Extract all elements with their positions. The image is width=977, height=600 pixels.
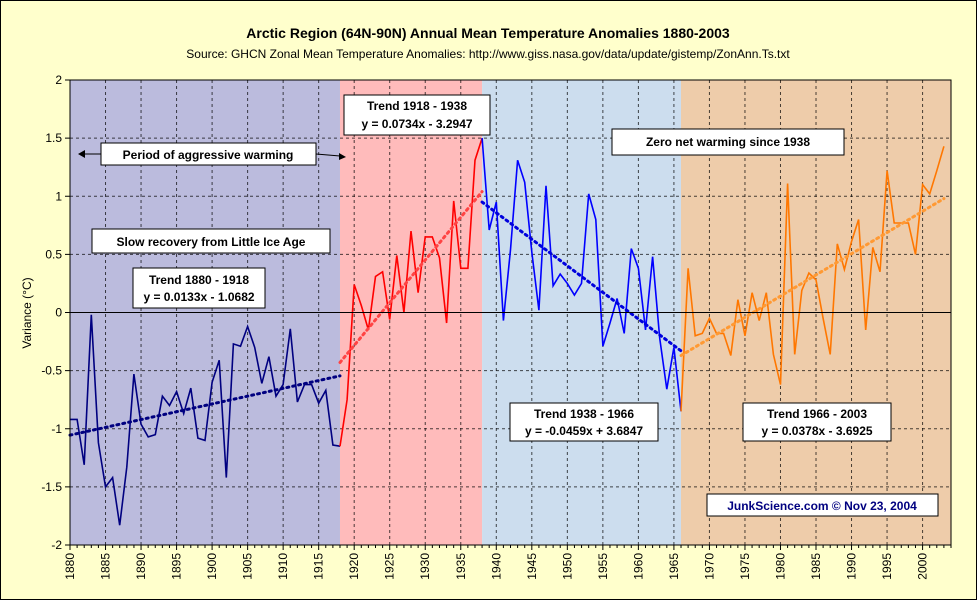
trend-line-1918-1938 [338,190,484,364]
x-tick-label: 1980 [773,553,787,580]
x-tick-label: 1880 [63,553,77,580]
x-tick-label: 1900 [205,553,219,580]
trend1-equation: y = 0.0133x - 1.0682 [143,290,254,304]
annotations: Slow recovery from Little Ice Age Trend … [78,94,939,517]
x-tick-label: 1885 [99,553,113,580]
y-axis-label: Variance (°C) [20,277,34,348]
x-tick-label: 1940 [489,553,503,580]
trend-line-1938-1966 [480,200,683,353]
x-tick-label: 1910 [276,553,290,580]
series-line-1880-1918 [70,314,341,526]
x-tick-label: 1975 [738,553,752,580]
annotation-trend-1966-2003: Trend 1966 - 2003 y = 0.0378x - 3.6925 [742,402,892,442]
series-line-1938-1966 [481,138,682,412]
x-tick-label: 1950 [560,553,574,580]
y-tick-label: -0.5 [41,364,62,378]
svg-text:Period of aggressive warming: Period of aggressive warming [123,148,294,162]
x-tick-label: 2000 [916,553,930,580]
x-tick-label: 1935 [454,553,468,580]
trend-line-1880-1918 [68,374,342,437]
data-series [70,137,945,526]
y-tick-label: -1 [51,422,62,436]
trend3-equation: y = -0.0459x + 3.6847 [525,424,643,438]
annotation-trend-1938-1966: Trend 1938 - 1966 y = -0.0459x + 3.6847 [509,402,659,442]
x-tick-label: 1970 [702,553,716,580]
x-tick-label: 1925 [383,553,397,580]
y-tick-label: 2 [55,73,62,87]
x-tick-label: 1985 [809,553,823,580]
chart-title: Arctic Region (64N-90N) Annual Mean Temp… [246,25,730,41]
chart-subtitle: Source: GHCN Zonal Mean Temperature Anom… [186,47,790,61]
trend-lines [68,190,946,437]
x-tick-label: 1960 [631,553,645,580]
x-tick-label: 1920 [347,553,361,580]
annotation-slow-recovery: Slow recovery from Little Ice Age [91,228,331,254]
x-tick-label: 1990 [845,553,859,580]
annotation-zero-net-warming: Zero net warming since 1938 [611,128,845,156]
x-tick-label: 1890 [134,553,148,580]
x-tick-label: 1965 [667,553,681,580]
trend2-equation: y = 0.0734x - 3.2947 [361,117,472,131]
trend2-label: Trend 1918 - 1938 [367,99,467,113]
annotation-trend-1918-1938: Trend 1918 - 1938 y = 0.0734x - 3.2947 [343,94,491,136]
x-tick-label: 1915 [312,553,326,580]
y-tick-label: 1.5 [45,131,62,145]
credit-box: JunkScience.com © Nov 23, 2004 [706,493,939,517]
x-tick-label: 1930 [418,553,432,580]
trend4-label: Trend 1966 - 2003 [767,407,867,421]
trend1-label: Trend 1880 - 1918 [149,273,249,287]
x-tick-label: 1905 [241,553,255,580]
svg-text:JunkScience.com © Nov 23, 2004: JunkScience.com © Nov 23, 2004 [727,499,917,513]
annotation-aggressive-warming: Period of aggressive warming [78,142,346,166]
trend3-label: Trend 1938 - 1966 [534,407,634,421]
x-tick-label: 1955 [596,553,610,580]
trend-line-1966-2003 [679,197,946,358]
x-tick-label: 1895 [170,553,184,580]
y-tick-label: 1 [55,189,62,203]
y-tick-label: 0.5 [45,247,62,261]
y-tick-label: -1.5 [41,480,62,494]
series-line-1918-1938 [339,137,483,447]
x-tick-label: 1995 [880,553,894,580]
x-tick-label: 1945 [525,553,539,580]
y-tick-label: 0 [55,306,62,320]
svg-text:Zero net warming since 1938: Zero net warming since 1938 [646,135,810,149]
annotation-trend-1880-1918: Trend 1880 - 1918 y = 0.0133x - 1.0682 [132,267,266,309]
y-tick-label: -2 [51,538,62,552]
trend4-equation: y = 0.0378x - 3.6925 [761,424,872,438]
svg-text:Slow recovery from Little Ice: Slow recovery from Little Ice Age [117,235,306,249]
